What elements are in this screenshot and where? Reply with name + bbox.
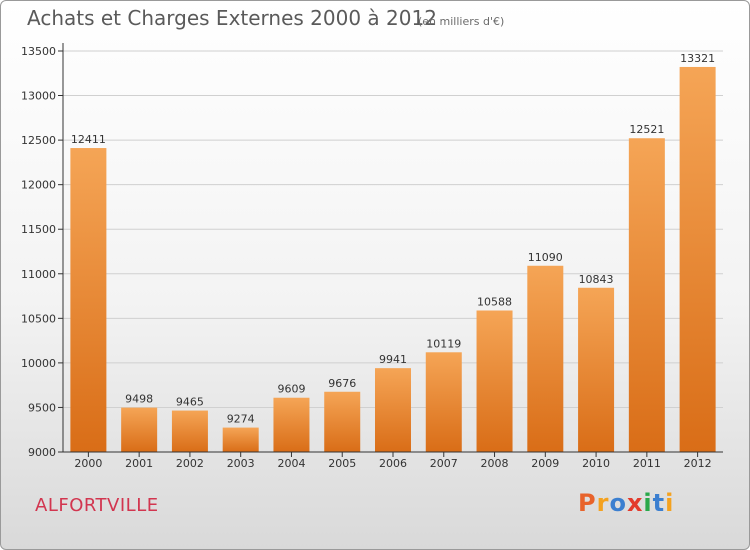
- chart-title: Achats et Charges Externes 2000 à 2012: [27, 6, 437, 30]
- y-tick-label: 11000: [21, 268, 56, 281]
- bar-value-label: 12521: [629, 123, 664, 136]
- bar-value-label: 9676: [328, 377, 356, 390]
- proxiti-logo: Proxiti: [578, 489, 674, 517]
- bar-value-label: 9609: [277, 383, 305, 396]
- bar: [425, 352, 462, 452]
- y-tick-label: 12000: [21, 179, 56, 192]
- axes: 9000 9500 10000 10500 11000 11500 12000 12500 13…: [21, 43, 723, 470]
- logo-letter: i: [665, 489, 675, 517]
- bar-value-label: 9498: [125, 393, 153, 406]
- bar-value-label: 12411: [71, 133, 106, 146]
- x-tick-label: 2007: [430, 457, 458, 470]
- bar: [375, 368, 411, 452]
- bar: [121, 407, 158, 452]
- x-tick-label: 2011: [633, 457, 661, 470]
- bar: [222, 427, 259, 452]
- y-tick-label: 9500: [28, 401, 56, 414]
- x-tick-label: 2010: [582, 457, 610, 470]
- bar-value-label: 13321: [680, 52, 715, 65]
- bar: [171, 410, 208, 452]
- bar: [476, 310, 513, 452]
- bar: [527, 265, 564, 452]
- bar-value-label: 10119: [426, 337, 461, 350]
- x-tick-label: 2008: [481, 457, 509, 470]
- x-tick-label: 2005: [328, 457, 356, 470]
- bar: [679, 66, 716, 452]
- x-tick-label: 2012: [684, 457, 712, 470]
- y-tick-label: 10000: [21, 357, 56, 370]
- x-tick-label: 2000: [74, 457, 102, 470]
- chart-subtitle: (en milliers d'€): [418, 15, 505, 28]
- bar: [578, 287, 615, 452]
- logo-letter: i: [643, 489, 653, 517]
- y-tick-label: 11500: [21, 223, 56, 236]
- bar: [628, 138, 665, 452]
- y-tick-label: 13000: [21, 90, 56, 103]
- logo-letter: o: [609, 489, 627, 517]
- bar: [273, 397, 310, 452]
- bars: 12411 9498 9465 9274 9609 9676 9941 10119 10588 1…: [70, 52, 716, 453]
- y-tick-label: 13500: [21, 45, 56, 58]
- logo-letter: x: [626, 489, 644, 517]
- x-tick-label: 2001: [125, 457, 153, 470]
- y-tick-label: 9000: [28, 446, 56, 459]
- bar-value-label: 10843: [579, 273, 614, 286]
- x-tick-label: 2004: [277, 457, 305, 470]
- bar-value-label: 9274: [227, 413, 255, 426]
- x-tick-label: 2006: [379, 457, 407, 470]
- y-tick-label: 12500: [21, 134, 56, 147]
- x-tick-label: 2003: [227, 457, 255, 470]
- logo-letter: P: [578, 489, 597, 517]
- logo-letter: t: [652, 489, 666, 517]
- location-name: ALFORTVILLE: [35, 495, 159, 516]
- logo-letter: r: [596, 489, 610, 517]
- x-tick-label: 2002: [176, 457, 204, 470]
- bar-value-label: 10588: [477, 295, 512, 308]
- bar-value-label: 11090: [528, 251, 563, 264]
- bar: [324, 391, 361, 452]
- bar: [70, 148, 107, 453]
- bar-value-label: 9941: [379, 353, 407, 366]
- y-tick-label: 10500: [21, 312, 56, 325]
- bar-value-label: 9465: [176, 396, 204, 409]
- x-tick-label: 2009: [531, 457, 559, 470]
